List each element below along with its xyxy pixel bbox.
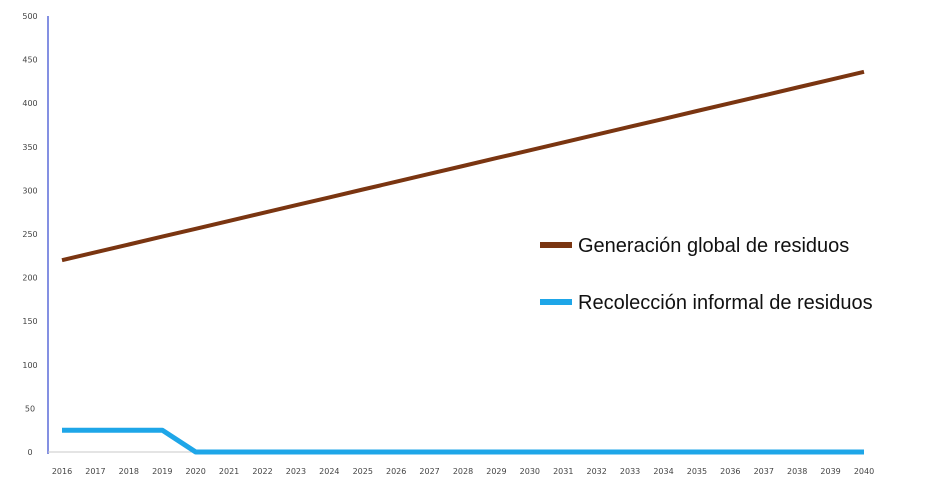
x-tick-label: 2038 [787, 467, 807, 476]
y-tick-label: 350 [22, 143, 37, 152]
x-tick-label: 2033 [620, 467, 640, 476]
y-tick-labels: 0 50 100 150 200 250 300 350 400 450 500 [22, 12, 37, 457]
legend: Generación global de residuos Recolección… [540, 235, 873, 314]
x-tick-label: 2026 [386, 467, 406, 476]
x-tick-label: 2030 [520, 467, 540, 476]
x-tick-label: 2039 [820, 467, 840, 476]
x-tick-label: 2016 [52, 467, 72, 476]
x-tick-label: 2032 [586, 467, 606, 476]
x-tick-label: 2020 [185, 467, 205, 476]
x-tick-label: 2035 [687, 467, 707, 476]
x-tick-label: 2036 [720, 467, 740, 476]
x-tick-label: 2037 [754, 467, 774, 476]
x-tick-labels: 2016 2017 2018 2019 2020 2021 2022 2023 2024 2025… [52, 467, 874, 476]
y-tick-label: 250 [22, 230, 37, 239]
y-tick-label: 450 [22, 56, 37, 65]
y-tick-label: 100 [22, 361, 37, 370]
series-line-recoleccion [62, 427, 864, 455]
y-tick-label: 0 [27, 448, 32, 457]
x-tick-label: 2040 [854, 467, 874, 476]
x-tick-label: 2021 [219, 467, 239, 476]
y-tick-label: 200 [22, 274, 37, 283]
series-line-generacion [61, 69, 865, 263]
x-tick-label: 2034 [653, 467, 673, 476]
x-tick-label: 2024 [319, 467, 339, 476]
x-tick-label: 2028 [453, 467, 473, 476]
x-tick-label: 2018 [119, 467, 139, 476]
y-tick-label: 300 [22, 186, 37, 195]
x-tick-label: 2025 [353, 467, 373, 476]
legend-label: Recolección informal de residuos [578, 292, 873, 314]
legend-label: Generación global de residuos [578, 235, 849, 257]
y-tick-label: 500 [22, 12, 37, 21]
x-tick-label: 2022 [252, 467, 272, 476]
legend-swatch [540, 242, 572, 248]
y-tick-label: 50 [25, 404, 35, 413]
series-lines [61, 69, 865, 455]
legend-swatch [540, 299, 572, 305]
x-tick-label: 2031 [553, 467, 573, 476]
y-tick-label: 400 [22, 99, 37, 108]
x-tick-label: 2023 [286, 467, 306, 476]
x-tick-label: 2027 [419, 467, 439, 476]
x-tick-label: 2019 [152, 467, 172, 476]
y-tick-label: 150 [22, 317, 37, 326]
x-tick-label: 2017 [85, 467, 105, 476]
x-tick-label: 2029 [486, 467, 506, 476]
